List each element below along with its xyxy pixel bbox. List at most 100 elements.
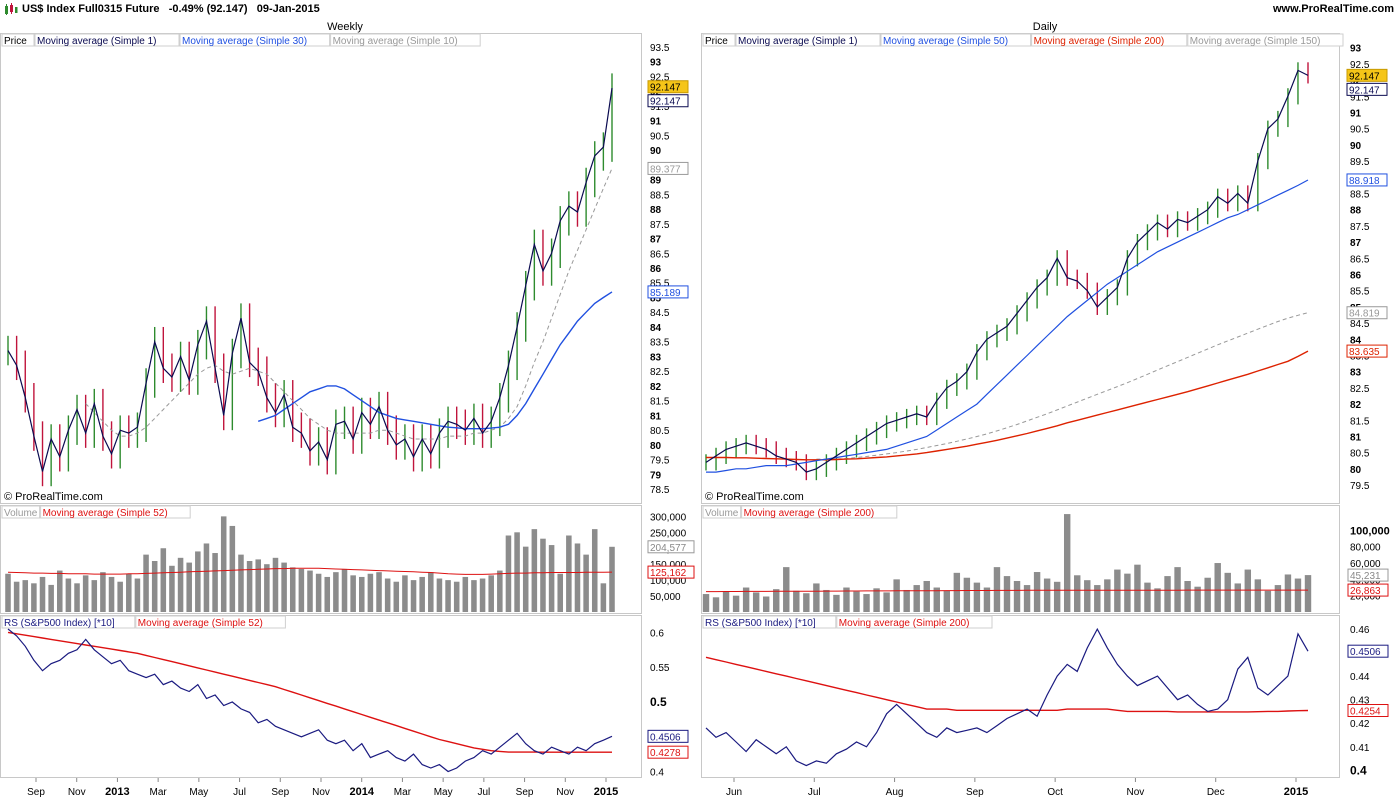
daily-volume-bar [1284, 574, 1292, 612]
daily-legend-3: Moving average (Simple 200) [1034, 36, 1165, 47]
daily-volume-bar [823, 589, 830, 612]
daily-volume-ma-tag-box [1347, 583, 1389, 597]
daily-volume-legend-0: Volume [705, 508, 739, 519]
weekly-volume-bar [281, 562, 287, 612]
daily-y-tick: 90.5 [1350, 125, 1370, 136]
weekly-legend-2: Moving average (Simple 30) [182, 36, 307, 47]
weekly-x-label: May [434, 787, 453, 798]
weekly-volume-bar [108, 576, 115, 612]
daily-legend-box-0 [702, 33, 736, 47]
weekly-volume-legend-1: Moving average (Simple 52) [43, 508, 168, 519]
weekly-y-tick: 82 [650, 382, 662, 393]
daily-legend-4: Moving average (Simple 150) [1190, 36, 1321, 47]
weekly-volume-bar [151, 561, 158, 612]
weekly-rs-ma-tag-box [647, 745, 689, 759]
daily-x-label: Jul [808, 787, 821, 798]
daily-y-tick: 92.5 [1350, 60, 1370, 71]
daily-volume-bar [1094, 585, 1101, 612]
daily-legend-1: Moving average (Simple 1) [738, 36, 858, 47]
weekly-y-tick: 87.5 [650, 220, 670, 231]
weekly-volume-ma-line [7, 567, 613, 575]
weekly-legend-1: Moving average (Simple 1) [37, 36, 157, 47]
weekly-title: Weekly [327, 21, 363, 33]
daily-rs-rs-tag: 0.4506 [1350, 647, 1381, 658]
daily-volume-bar [1033, 572, 1041, 612]
weekly-rs-rs-line [7, 628, 613, 773]
daily-volume-legend-box-1 [741, 505, 898, 519]
daily-y-tick: 88.5 [1350, 189, 1370, 200]
weekly-volume-bar [445, 580, 451, 612]
site-link[interactable]: www.ProRealTime.com [1272, 3, 1394, 15]
daily-sma50-tag: 88.918 [1349, 176, 1380, 187]
daily-volume-bar [883, 592, 890, 612]
weekly-volume-bar [13, 581, 20, 612]
weekly-volume-bar [367, 573, 374, 612]
weekly-y-tick: 92.5 [650, 72, 670, 83]
weekly-volume-bar [479, 578, 486, 612]
weekly-volume-bar [255, 559, 261, 612]
weekly-y-tick: 81 [650, 411, 662, 422]
weekly-volume-bar [126, 573, 132, 612]
daily-y-tick: 82 [1350, 400, 1362, 411]
weekly-volume-frame [0, 505, 642, 614]
daily-volume-bar [953, 572, 961, 612]
daily-y-tick: 86 [1350, 270, 1362, 281]
weekly-rs-frame [0, 615, 642, 778]
daily-volume-bar [893, 579, 900, 612]
weekly-y-tick: 88 [650, 205, 662, 216]
weekly-sma1-line [7, 88, 613, 472]
weekly-volume-bar [229, 525, 236, 612]
weekly-y-tick: 87 [650, 235, 662, 246]
daily-volume-bar [1294, 578, 1302, 612]
daily-y-tick: 84.5 [1350, 319, 1370, 330]
weekly-volume-vol-tag-box [647, 540, 695, 554]
instrument-title: US$ Index Full0315 Future -0.49% (92.147… [22, 3, 320, 15]
daily-volume-tick: 60,000 [1350, 559, 1381, 570]
weekly-volume-bar [341, 568, 348, 612]
daily-volume-bar [813, 583, 820, 612]
weekly-volume-bar [212, 553, 218, 612]
daily-volume-bar [1114, 569, 1121, 612]
weekly-rs-rs-tag-box [647, 729, 689, 743]
daily-sma1-tag-box [1346, 82, 1388, 96]
weekly-sma30-tag: 85.189 [650, 288, 681, 299]
daily-volume-bar [1234, 583, 1241, 612]
weekly-y-tick: 81.5 [650, 397, 670, 408]
daily-rs-tick: 0.46 [1350, 625, 1370, 636]
daily-volume-vol-tag-box [1347, 568, 1389, 582]
weekly-y-tick: 90 [650, 146, 662, 157]
weekly-sma30-tag-box [647, 285, 689, 299]
weekly-price-tag: 92.147 [650, 83, 681, 94]
weekly-volume-legend-0: Volume [4, 508, 38, 519]
daily-x-label: Sep [966, 787, 984, 798]
weekly-rs-legend-0: RS (S&P500 Index) [*10] [4, 618, 115, 629]
daily-sma150-line [816, 312, 1309, 460]
weekly-volume-bar [557, 573, 563, 612]
daily-volume-legend-1: Moving average (Simple 200) [744, 508, 875, 519]
weekly-y-tick: 91 [650, 117, 662, 128]
weekly-volume-bar [574, 543, 581, 612]
weekly-volume-legend-box-1 [40, 505, 191, 519]
daily-y-tick: 85.5 [1350, 287, 1370, 298]
weekly-volume-bar [169, 565, 175, 612]
daily-y-tick: 88 [1350, 206, 1362, 217]
daily-volume-bar [1134, 564, 1141, 612]
daily-volume-bar [873, 588, 880, 612]
daily-volume-bar [963, 577, 971, 612]
weekly-rs-ma-tag: 0.4278 [650, 748, 681, 759]
daily-volume-bar [1063, 514, 1071, 612]
daily-y-tick: 81.5 [1350, 416, 1370, 427]
weekly-x-label: Mar [150, 787, 168, 798]
daily-y-tick: 90 [1350, 141, 1362, 152]
weekly-volume-bar [566, 535, 572, 612]
daily-sma200-tag: 83.635 [1349, 347, 1380, 358]
weekly-volume-ma-tag: 125,162 [650, 568, 687, 579]
weekly-y-tick: 85.5 [650, 279, 670, 290]
daily-volume-bar [1104, 579, 1111, 612]
weekly-volume-bar [74, 583, 80, 612]
daily-y-tick: 80 [1350, 465, 1362, 476]
weekly-volume-bar [298, 568, 305, 612]
weekly-sma10-line [85, 168, 613, 440]
daily-sma200-line [706, 350, 1309, 461]
weekly-volume-bar [333, 572, 339, 612]
